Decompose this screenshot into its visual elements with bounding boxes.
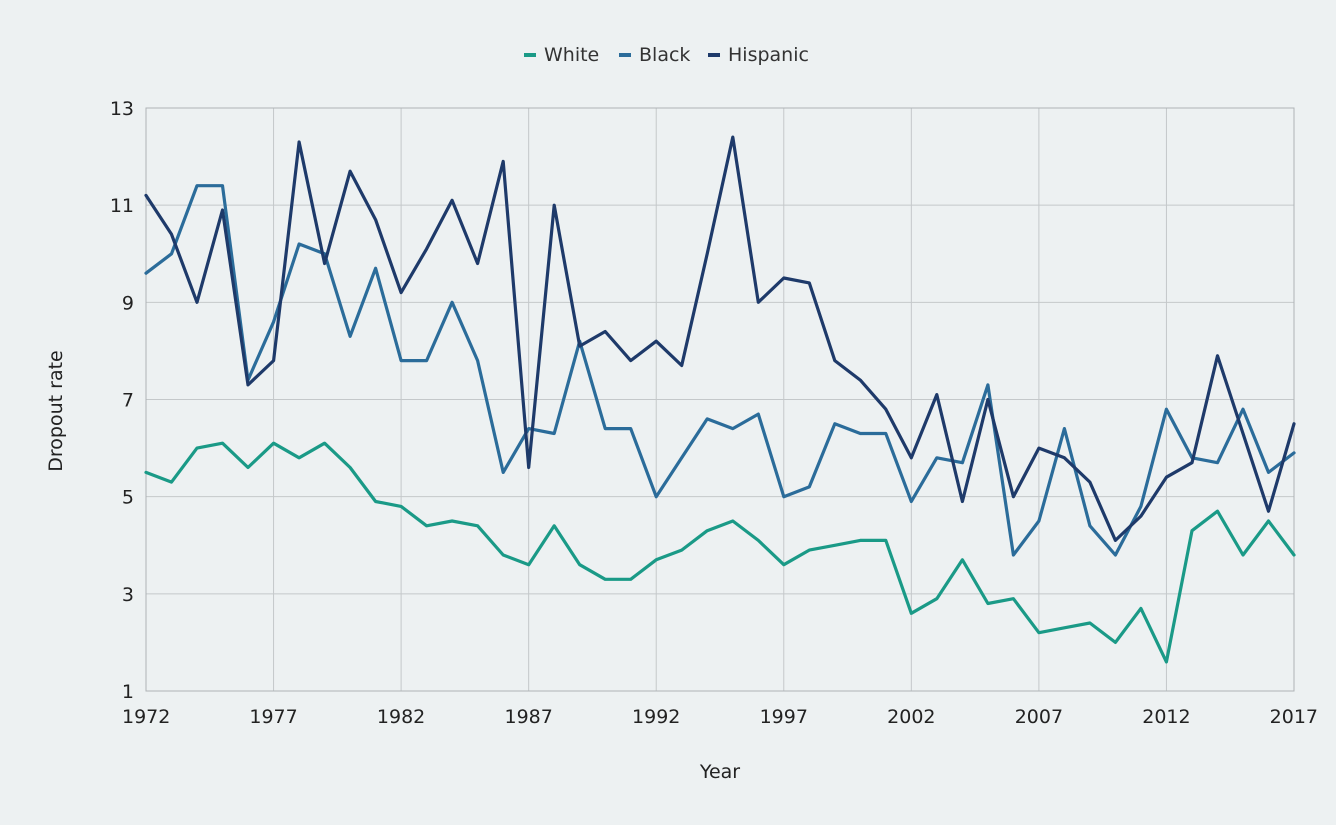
x-tick-label: 1997	[760, 706, 808, 728]
series-line-hispanic	[144, 135, 1296, 543]
legend-label: Black	[639, 44, 690, 66]
series-lines	[144, 135, 1296, 664]
legend-item-black: Black	[619, 44, 690, 66]
x-tick-label: 2012	[1142, 706, 1190, 728]
x-tick-label: 1972	[122, 706, 170, 728]
x-tick-label: 1992	[632, 706, 680, 728]
x-axis-ticks: 1972 1977 1982 1987 1992 1997 2002 2007 2012 2017	[122, 706, 1318, 728]
y-tick-label: 3	[122, 584, 134, 606]
series-line-white	[144, 441, 1296, 664]
x-tick-label: 2007	[1015, 706, 1063, 728]
legend-label: White	[544, 44, 599, 66]
y-tick-label: 11	[110, 195, 134, 217]
legend-item-hispanic: Hispanic	[708, 44, 809, 66]
x-tick-label: 2017	[1270, 706, 1318, 728]
legend-item-white: White	[524, 44, 599, 66]
y-tick-label: 13	[110, 98, 134, 120]
x-axis-title: Year	[699, 761, 740, 783]
y-tick-label: 5	[122, 487, 134, 509]
x-tick-label: 2002	[887, 706, 935, 728]
series-line-black	[144, 184, 1296, 557]
y-tick-label: 7	[122, 390, 134, 412]
x-tick-label: 1987	[504, 706, 552, 728]
y-tick-label: 9	[122, 292, 134, 314]
x-tick-label: 1977	[249, 706, 297, 728]
plot-border	[145, 107, 1295, 692]
y-axis-title: Dropout rate	[45, 350, 67, 471]
legend: White Black Hispanic	[524, 44, 809, 66]
legend-label: Hispanic	[728, 44, 809, 66]
y-tick-label: 1	[122, 681, 134, 703]
x-tick-label: 1982	[377, 706, 425, 728]
